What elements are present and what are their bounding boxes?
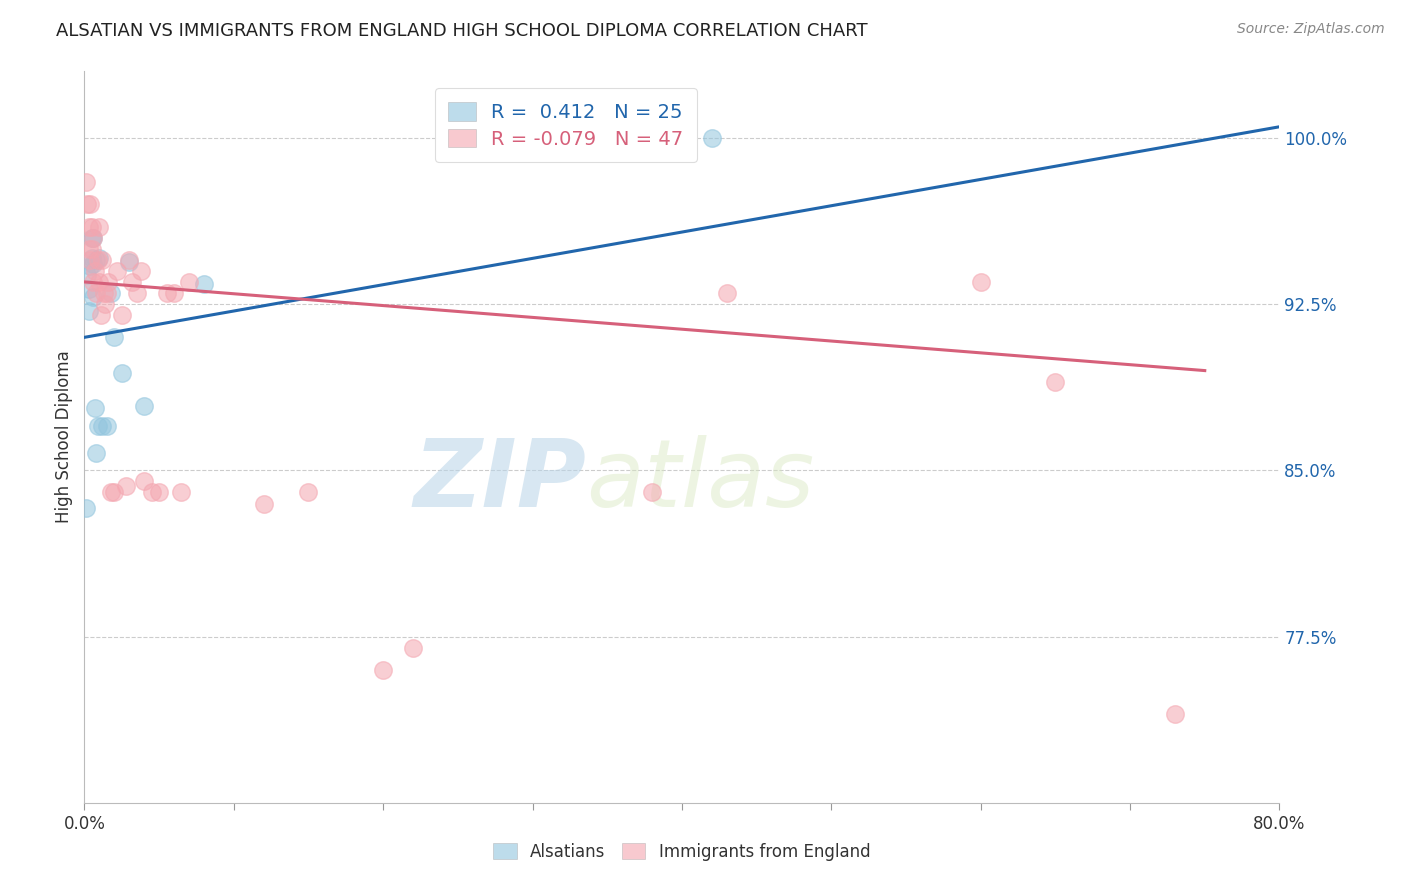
Point: [402, 640, 425, 655]
Point: [641, 142, 664, 156]
Legend: Alsatians, Immigrants from England: Alsatians, Immigrants from England: [486, 837, 877, 868]
Point: [80, 219, 103, 234]
Point: [253, 497, 276, 511]
Point: [91, 252, 114, 267]
Point: [163, 285, 186, 300]
Point: [80, 251, 103, 265]
Point: [193, 277, 215, 292]
Point: [115, 479, 138, 493]
Point: [100, 485, 122, 500]
Y-axis label: High School Diploma: High School Diploma: [55, 351, 73, 524]
Point: [77, 303, 100, 318]
Point: [82, 257, 104, 271]
Point: [86, 285, 108, 300]
Point: [103, 330, 125, 344]
Point: [1164, 707, 1187, 722]
Point: [82, 275, 104, 289]
Point: [89, 275, 111, 289]
Text: atlas: atlas: [586, 435, 814, 526]
Point: [96, 419, 118, 434]
Point: [96, 285, 118, 300]
Point: [80, 242, 103, 256]
Point: [79, 252, 101, 267]
Point: [118, 255, 141, 269]
Point: [111, 308, 134, 322]
Point: [141, 485, 163, 500]
Point: [76, 268, 98, 283]
Point: [94, 297, 117, 311]
Point: [90, 308, 112, 322]
Point: [297, 485, 319, 500]
Point: [87, 252, 110, 267]
Point: [82, 290, 104, 304]
Point: [83, 401, 105, 416]
Point: [80, 230, 103, 244]
Point: [1045, 375, 1067, 389]
Point: [75, 501, 97, 516]
Point: [132, 475, 156, 489]
Point: [671, 131, 693, 145]
Text: ALSATIAN VS IMMIGRANTS FROM ENGLAND HIGH SCHOOL DIPLOMA CORRELATION CHART: ALSATIAN VS IMMIGRANTS FROM ENGLAND HIGH…: [56, 22, 868, 40]
Point: [105, 264, 128, 278]
Point: [118, 252, 141, 267]
Point: [97, 275, 120, 289]
Point: [91, 419, 114, 434]
Point: [77, 219, 100, 234]
Point: [77, 242, 100, 256]
Point: [75, 175, 97, 189]
Point: [111, 366, 134, 380]
Text: ZIP: ZIP: [413, 435, 586, 527]
Point: [100, 285, 122, 300]
Text: Source: ZipAtlas.com: Source: ZipAtlas.com: [1237, 22, 1385, 37]
Point: [89, 251, 111, 265]
Point: [79, 260, 101, 274]
Point: [86, 445, 108, 459]
Point: [82, 230, 104, 244]
Point: [129, 264, 152, 278]
Point: [82, 230, 104, 244]
Point: [177, 275, 200, 289]
Point: [93, 285, 115, 300]
Point: [76, 197, 98, 211]
Point: [79, 197, 101, 211]
Point: [77, 282, 100, 296]
Point: [132, 399, 156, 413]
Point: [716, 285, 738, 300]
Point: [373, 663, 395, 677]
Point: [89, 219, 111, 234]
Point: [125, 285, 148, 300]
Point: [641, 485, 664, 500]
Point: [86, 252, 108, 267]
Point: [148, 485, 170, 500]
Point: [970, 275, 993, 289]
Point: [170, 485, 193, 500]
Point: [103, 485, 125, 500]
Point: [700, 131, 723, 145]
Point: [83, 264, 105, 278]
Point: [155, 285, 177, 300]
Point: [121, 275, 143, 289]
Point: [87, 419, 110, 434]
